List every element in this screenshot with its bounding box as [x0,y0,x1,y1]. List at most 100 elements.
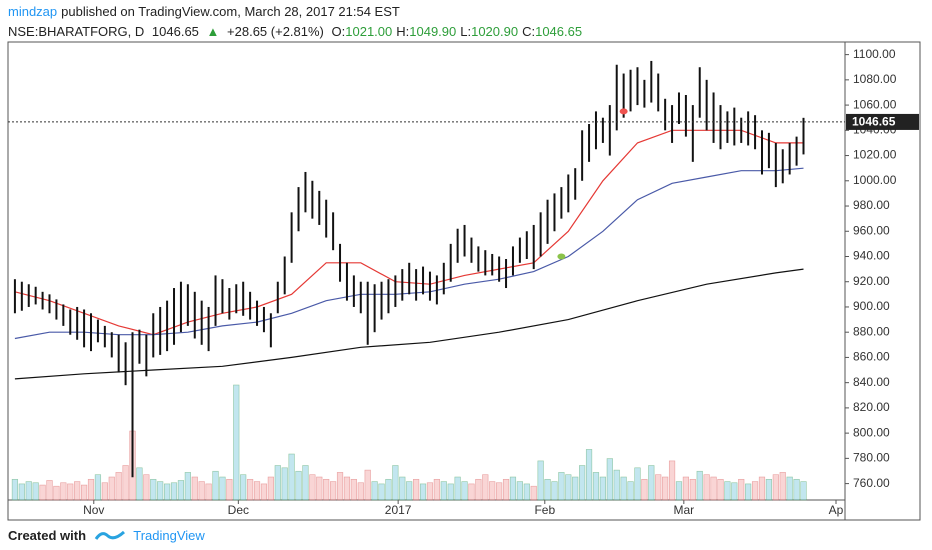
user[interactable]: mindzap [8,4,58,19]
volume-bar [177,480,185,501]
volume-bar [627,481,634,501]
volume-bar [205,483,212,501]
volume-bar [758,476,766,501]
volume-bar [198,481,205,501]
volume-bar [392,465,399,501]
volume-bar [447,483,454,501]
volume-bar [509,476,517,501]
volume-bar [247,478,254,501]
signal-dot [619,108,628,115]
chart-frame [7,41,921,521]
volume-bar [772,474,779,501]
volume-bar [46,480,53,501]
up-triangle: ▲ [206,24,220,39]
volume-bar [454,476,461,501]
volume-bar [143,474,150,501]
last-price-label: 1046.65 [852,115,896,129]
volume-bar [592,472,600,501]
volume-bar [323,478,330,501]
volume-bar [620,476,627,501]
volume-bar [67,483,74,501]
x-tick-label: Ap [829,503,844,517]
volume-bar [399,476,406,501]
volume-bar [288,453,295,501]
y-tick-label: 840.00 [853,375,890,389]
price: 1046.65 [151,24,199,39]
volume-bar [793,478,800,501]
volume-bar [579,465,586,501]
volume-bar [219,476,226,501]
volume-bar [745,483,752,501]
volume-bar [751,481,759,501]
volume-bar [502,478,510,501]
y-tick-label: 1000.00 [853,173,897,187]
volume-bar [537,460,544,501]
volume-bar [18,483,25,501]
volume-bar [80,484,88,501]
ohlc-key: L: [460,24,472,39]
volume-bar [385,478,392,501]
volume-bar [150,478,157,501]
volume-bar [378,483,385,501]
volume-bar [260,483,268,501]
volume-bar [696,470,703,501]
volume-bar [468,483,475,501]
volume-bar [32,482,39,501]
volume-bar [108,476,115,501]
volume-bar [191,476,198,501]
y-tick-label: 1100.00 [853,47,896,61]
volume-bar [39,484,46,501]
volume-bar [94,474,102,501]
signal-dot [557,253,566,260]
volume-bar [585,449,593,501]
volume-bar [523,483,530,501]
volume-bar [516,481,523,501]
moving-average [14,268,804,380]
y-tick-label: 800.00 [853,425,890,439]
volume-bar [316,476,323,501]
volume-bar [572,476,579,501]
y-tick-label: 780.00 [853,451,890,465]
volume-bar [689,478,696,501]
volume-bar [703,474,710,501]
volume-bar [717,478,724,501]
volume-bar [710,476,717,501]
volume-bar [309,474,316,501]
ohlc-key: O: [331,24,346,39]
y-tick-label: 1060.00 [853,97,897,111]
y-tick-label: 940.00 [853,249,890,263]
last-price-box [846,113,919,130]
ohlc: O:1021.00 H:1049.90 L:1020.90 C:1046.65 [332,24,587,39]
y-tick-label: 880.00 [853,324,890,338]
volume-bar [426,482,434,501]
volume-bar [558,472,565,501]
volume-bar [267,476,274,501]
volume-bar [357,482,364,501]
volume-bar [226,478,233,501]
volume-bar [253,481,261,501]
y-tick-label: 920.00 [853,274,890,288]
volume-bar [613,469,620,501]
volume-bar [668,460,676,501]
volume-bar [641,478,648,501]
volume-bar [343,476,351,501]
created-with: Created with [8,528,87,543]
ohlc-key: C: [522,24,536,39]
volume-bar [724,481,731,501]
volume-bar [406,481,413,501]
volume-bar [336,472,344,501]
volume-bar [461,481,468,501]
volume-bar [738,478,745,501]
y-tick-label: 1080.00 [853,72,897,86]
volume-bar [489,481,496,501]
footer: Created with TradingView [8,526,205,543]
volume-bar [115,472,122,501]
ohlc-value: 1049.90 [409,24,457,39]
y-tick-label: 900.00 [853,299,890,313]
header-line-2: NSE:BHARATFORG, D 1046.65 ▲ +28.65 (+2.8… [8,24,590,39]
x-tick-label: 2017 [385,503,412,517]
published: published on TradingView.com, March 28, … [61,4,400,19]
brand[interactable]: TradingView [133,528,205,543]
